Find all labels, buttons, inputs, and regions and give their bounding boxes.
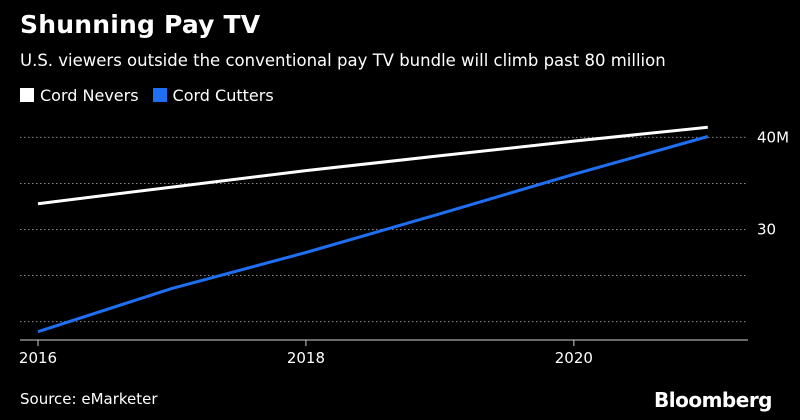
source-note: Source: eMarketer xyxy=(20,390,158,408)
bloomberg-logo: Bloomberg xyxy=(654,388,772,412)
legend-swatch-cord-nevers xyxy=(20,88,34,102)
legend-label-cord-nevers: Cord Nevers xyxy=(40,85,139,105)
series-line-cord-nevers xyxy=(37,125,708,206)
series-line-cord-cutters xyxy=(37,135,709,334)
y-tick-label-40: 40M xyxy=(757,128,789,146)
legend-label-cord-cutters: Cord Cutters xyxy=(172,85,274,105)
axis-layer: 2016 2018 2020 40M 30 xyxy=(19,128,789,367)
chart-legend: Cord Nevers Cord Cutters xyxy=(20,85,288,105)
chart-subtitle: U.S. viewers outside the conventional pa… xyxy=(20,51,666,70)
legend-item-cord-nevers: Cord Nevers xyxy=(20,86,139,105)
y-tick-label-30: 30 xyxy=(757,221,776,239)
legend-item-cord-cutters: Cord Cutters xyxy=(152,85,274,105)
x-tick-label-2020: 2020 xyxy=(555,349,593,367)
x-tick-label-2018: 2018 xyxy=(287,349,325,367)
chart-title: Shunning Pay TV xyxy=(20,10,261,39)
x-tick-label-2016: 2016 xyxy=(19,349,57,367)
legend-swatch-cord-cutters xyxy=(152,88,167,102)
series-layer xyxy=(37,125,709,334)
